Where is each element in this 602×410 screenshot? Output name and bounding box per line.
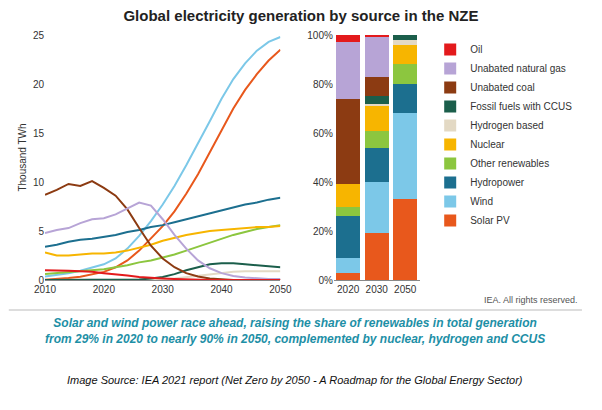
svg-text:Wind: Wind (470, 196, 493, 207)
svg-text:60%: 60% (313, 128, 333, 139)
svg-text:20%: 20% (313, 226, 333, 237)
svg-text:100%: 100% (307, 30, 333, 41)
svg-text:Other renewables: Other renewables (470, 158, 549, 169)
svg-text:15: 15 (33, 128, 45, 139)
svg-text:2020: 2020 (93, 284, 116, 295)
svg-text:80%: 80% (313, 79, 333, 90)
svg-text:Thousand TWh: Thousand TWh (17, 123, 28, 191)
svg-text:Fossil fuels with CCUS: Fossil fuels with CCUS (470, 101, 572, 112)
svg-text:0%: 0% (318, 275, 333, 286)
svg-text:2010: 2010 (34, 284, 57, 295)
svg-text:Hydrogen based: Hydrogen based (470, 120, 543, 131)
svg-text:IEA. All rights reserved.: IEA. All rights reserved. (484, 295, 578, 305)
svg-text:Image Source: IEA 2021 report: Image Source: IEA 2021 report (Net Zero … (67, 374, 523, 386)
svg-text:Solar and wind power race ahea: Solar and wind power race ahead, raising… (45, 316, 545, 346)
svg-text:40%: 40% (313, 177, 333, 188)
svg-text:Oil: Oil (470, 44, 482, 55)
svg-text:Hydropower: Hydropower (470, 177, 525, 188)
svg-text:2040: 2040 (210, 284, 233, 295)
svg-text:Unabated coal: Unabated coal (470, 82, 535, 93)
svg-text:10: 10 (33, 177, 45, 188)
svg-text:5: 5 (38, 226, 44, 237)
svg-text:0: 0 (38, 275, 44, 286)
svg-text:2030: 2030 (152, 284, 175, 295)
svg-text:Solar PV: Solar PV (470, 215, 510, 226)
svg-text:2020: 2020 (337, 284, 360, 295)
svg-text:2050: 2050 (269, 284, 292, 295)
svg-text:2030: 2030 (366, 284, 389, 295)
svg-text:Unabated natural gas: Unabated natural gas (470, 63, 566, 74)
svg-text:25: 25 (33, 30, 45, 41)
svg-text:2050: 2050 (394, 284, 417, 295)
svg-text:Global electricity generation: Global electricity generation by source … (123, 7, 478, 24)
svg-text:20: 20 (33, 79, 45, 90)
svg-text:Nuclear: Nuclear (470, 139, 505, 150)
